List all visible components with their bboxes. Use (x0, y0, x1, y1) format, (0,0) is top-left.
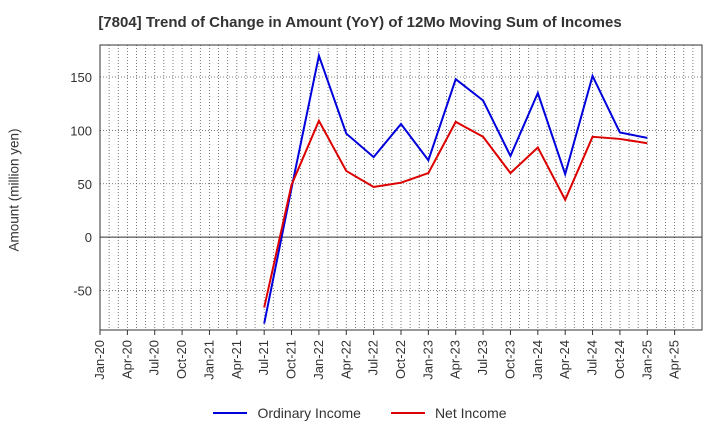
x-tick-label: Jan-22 (311, 340, 326, 380)
y-tick-label: 0 (85, 230, 92, 245)
x-tick-label: Apr-22 (338, 340, 353, 379)
x-tick-label: Jul-21 (256, 340, 271, 375)
legend-item-ordinary-income: Ordinary Income (213, 405, 361, 421)
x-tick-label: Oct-22 (393, 340, 408, 379)
net-income-line (263, 118, 648, 308)
legend-swatch-net-income (390, 412, 425, 414)
x-tick-label: Apr-24 (557, 340, 572, 379)
x-tick-label: Jul-20 (147, 340, 162, 375)
x-tick-label: Jul-23 (475, 340, 490, 375)
x-tick-label: Jan-24 (530, 340, 545, 380)
y-tick-label: 100 (70, 123, 92, 138)
y-tick-label: 50 (78, 177, 92, 192)
legend-label-ordinary-income: Ordinary Income (257, 405, 361, 421)
legend: Ordinary Income Net Income (0, 405, 720, 421)
x-tick-label: Jan-20 (92, 340, 107, 380)
x-tick-label: Apr-25 (667, 340, 682, 379)
x-tick-label: Jan-25 (639, 340, 654, 380)
legend-item-net-income: Net Income (390, 405, 507, 421)
x-tick-label: Jul-24 (585, 340, 600, 375)
x-tick-label: Jan-21 (201, 340, 216, 380)
x-tick-label: Apr-21 (229, 340, 244, 379)
x-tick-label: Oct-21 (284, 340, 299, 379)
x-tick-label: Jan-23 (420, 340, 435, 380)
legend-swatch-ordinary-income (213, 412, 248, 414)
ordinary-income-line (263, 51, 648, 324)
chart-title: [7804] Trend of Change in Amount (YoY) o… (98, 14, 622, 31)
x-tick-label: Oct-24 (612, 340, 627, 379)
x-tick-label: Jul-22 (366, 340, 381, 375)
y-tick-label: -50 (73, 284, 92, 299)
legend-label-net-income: Net Income (434, 405, 507, 421)
x-tick-label: Oct-20 (174, 340, 189, 379)
x-tick-label: Apr-20 (119, 340, 134, 379)
x-tick-label: Oct-23 (502, 340, 517, 379)
x-tick-label: Apr-23 (448, 340, 463, 379)
y-tick-label: 150 (70, 70, 92, 85)
